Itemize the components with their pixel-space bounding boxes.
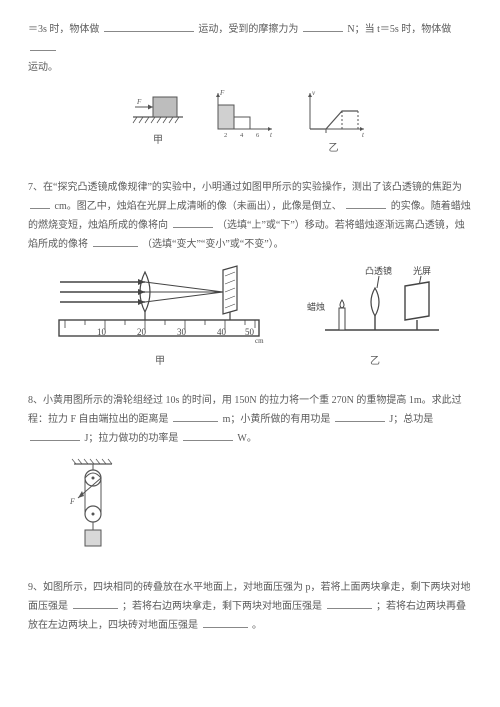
blank[interactable] — [173, 216, 213, 228]
svg-text:t: t — [362, 131, 365, 137]
q8-text: 8、小黄用图所示的滑轮组经过 10s 的时间，用 150N 的拉力将一个重 27… — [28, 391, 472, 448]
q7-label-jia: 甲 — [55, 352, 265, 371]
svg-text:F: F — [136, 98, 142, 106]
blank[interactable] — [173, 410, 218, 422]
q8-figure: F — [68, 458, 472, 558]
blank[interactable] — [73, 597, 118, 609]
blank[interactable] — [346, 197, 386, 209]
blank[interactable] — [93, 235, 138, 247]
q7-a: 7、在“探究凸透镜成像规律”的实验中，小明通过如图甲所示的实验操作，测出了该凸透… — [28, 182, 462, 193]
q9-text: 9、如图所示，四块相同的砖叠放在水平地面上，对地面压强为 p，若将上面两块拿走，… — [28, 578, 472, 635]
q6-label-jia: 甲 — [131, 131, 186, 150]
svg-text:6: 6 — [256, 132, 260, 137]
svg-text:F: F — [219, 89, 225, 97]
blank[interactable] — [303, 20, 343, 32]
q7-e: （选填“变大”“变小”或“不变”）。 — [142, 239, 284, 250]
q7-label-yi: 乙 — [305, 352, 445, 371]
svg-text:2: 2 — [224, 132, 227, 137]
q7-figures: 10 20 30 40 50 cm 甲 凸透镜 光屏 蜡烛 — [28, 264, 472, 371]
lens-label: 凸透镜 — [365, 265, 392, 276]
q6-label-yi: 乙 — [298, 139, 370, 158]
svg-text:50: 50 — [245, 327, 255, 337]
blank[interactable] — [30, 39, 56, 51]
q6-vt-chart: v t 乙 — [298, 87, 370, 158]
q9-b: ；若将右边两块拿走，剩下两块对地面压强是 — [122, 601, 322, 612]
q8-b: m；小黄所做的有用功是 — [223, 414, 331, 425]
candle-label: 蜡烛 — [307, 301, 325, 312]
pulley-diagram: F — [68, 458, 118, 558]
q6-t3: N；当 t＝5s 时，物体做 — [347, 24, 451, 35]
blank[interactable] — [203, 616, 248, 628]
blank[interactable] — [30, 429, 80, 441]
blank[interactable] — [327, 597, 372, 609]
screen-label: 光屏 — [413, 265, 431, 276]
blank[interactable] — [30, 197, 50, 209]
svg-text:4: 4 — [240, 132, 244, 137]
svg-text:40: 40 — [217, 327, 227, 337]
q7-text: 7、在“探究凸透镜成像规律”的实验中，小明通过如图甲所示的实验操作，测出了该凸透… — [28, 178, 472, 254]
q6-t1: ＝3s 时，物体做 — [28, 24, 99, 35]
svg-text:t: t — [270, 131, 273, 137]
blank[interactable] — [335, 410, 385, 422]
q8-c: J；总功是 — [389, 414, 433, 425]
q7-ruler-diagram: 10 20 30 40 50 cm 甲 — [55, 264, 265, 371]
q9-d: 。 — [252, 620, 262, 631]
q8-e: W。 — [237, 433, 256, 444]
q8-d: J；拉力做功的功率是 — [85, 433, 179, 444]
q7-b: cm。图乙中，烛焰在光屏上成清晰的像（未画出），此像是倒立、 — [55, 201, 342, 212]
svg-text:20: 20 — [137, 327, 147, 337]
q6-ft-chart: F t 2 4 6 — [206, 87, 278, 158]
svg-text:30: 30 — [177, 327, 187, 337]
q6-figures: F 甲 F t 2 4 6 v — [28, 87, 472, 158]
svg-text:10: 10 — [97, 327, 107, 337]
blank[interactable] — [104, 20, 194, 32]
q6-text: ＝3s 时，物体做 运动，受到的摩擦力为 N；当 t＝5s 时，物体做 运动。 — [28, 20, 472, 77]
svg-text:cm: cm — [255, 337, 264, 344]
q7-setup-diagram: 凸透镜 光屏 蜡烛 乙 — [305, 264, 445, 371]
force-label: F — [69, 497, 75, 506]
q6-t4: 运动。 — [28, 62, 58, 73]
q6-block-diagram: F 甲 — [131, 87, 186, 158]
svg-text:v: v — [312, 89, 316, 97]
blank[interactable] — [183, 429, 233, 441]
q6-t2: 运动，受到的摩擦力为 — [198, 24, 298, 35]
